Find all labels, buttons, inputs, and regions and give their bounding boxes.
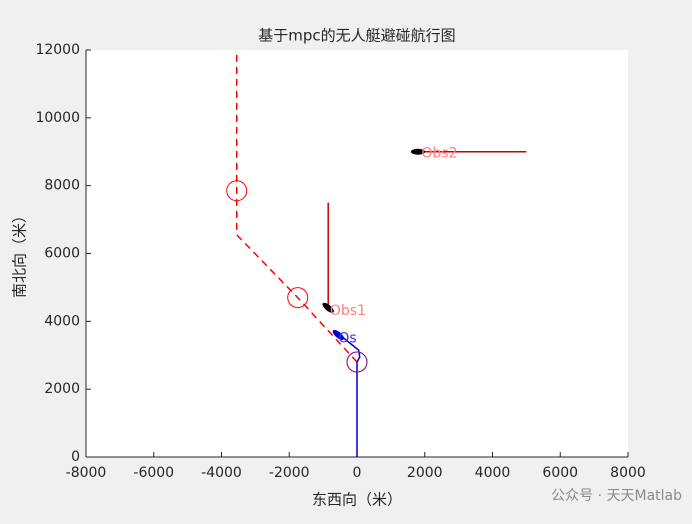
ship-marker bbox=[322, 302, 334, 313]
ship-marker bbox=[410, 148, 425, 155]
safety-circle bbox=[226, 180, 248, 202]
y-tick-label: 4000 bbox=[44, 313, 80, 329]
y-tick-label: 10000 bbox=[35, 110, 80, 126]
y-tick-label: 0 bbox=[71, 449, 80, 465]
y-axis-label: 南北向（米） bbox=[11, 208, 29, 298]
safety-circle bbox=[346, 351, 368, 373]
x-tick-label: -4000 bbox=[201, 465, 242, 481]
y-tick-label: 12000 bbox=[35, 42, 80, 58]
track-line bbox=[235, 50, 358, 363]
annotation: Os bbox=[338, 330, 356, 346]
x-tick-label: -8000 bbox=[66, 465, 107, 481]
ship-marker bbox=[332, 329, 345, 340]
y-tick-label: 8000 bbox=[44, 178, 80, 194]
x-tick-label: -2000 bbox=[269, 465, 310, 481]
y-tick-label: 6000 bbox=[44, 246, 80, 262]
annotation: Obs1 bbox=[330, 303, 366, 319]
x-tick-label: 2000 bbox=[407, 465, 443, 481]
watermark: 公众号 · 天天Matlab bbox=[551, 488, 682, 504]
x-tick-label: -6000 bbox=[133, 465, 174, 481]
safety-circle bbox=[287, 287, 309, 309]
annotation: Obs2 bbox=[421, 145, 457, 161]
chart-title: 基于mpc的无人艇避碰航行图 bbox=[258, 27, 455, 45]
x-tick-label: 4000 bbox=[475, 465, 511, 481]
y-tick-label: 2000 bbox=[44, 381, 80, 397]
x-axis-label: 东西向（米） bbox=[312, 491, 402, 509]
x-tick-label: 6000 bbox=[542, 465, 578, 481]
x-tick-label: 0 bbox=[353, 465, 362, 481]
x-tick-label: 8000 bbox=[610, 465, 646, 481]
track-line bbox=[341, 336, 361, 457]
